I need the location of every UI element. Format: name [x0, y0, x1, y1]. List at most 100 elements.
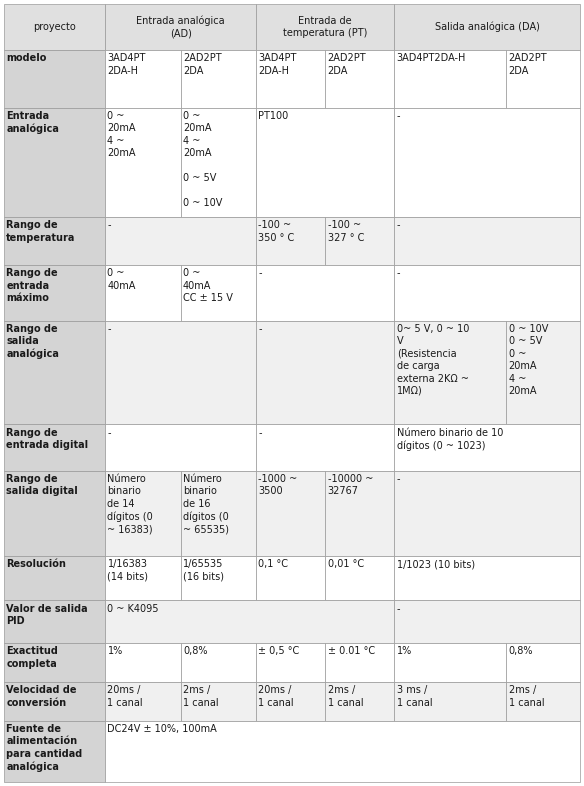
Bar: [105, 108, 180, 217]
Text: 3AD4PT
2DA-H: 3AD4PT 2DA-H: [107, 53, 146, 76]
Bar: [506, 321, 580, 424]
Bar: [105, 643, 180, 682]
Text: 0,8%: 0,8%: [183, 646, 207, 656]
Bar: [105, 682, 180, 721]
Text: 0 ~
40mA
CC ± 15 V: 0 ~ 40mA CC ± 15 V: [183, 268, 233, 303]
Bar: [4, 424, 105, 471]
Bar: [394, 643, 506, 682]
Text: 20ms /
1 canal: 20ms / 1 canal: [107, 685, 143, 707]
Text: -100 ~
327 ° C: -100 ~ 327 ° C: [328, 220, 364, 243]
Text: -100 ~
350 ° C: -100 ~ 350 ° C: [259, 220, 295, 243]
Text: 0,01 °C: 0,01 °C: [328, 559, 364, 569]
Text: 2AD2PT
2DA: 2AD2PT 2DA: [183, 53, 221, 76]
Text: 1/16383
(14 bits): 1/16383 (14 bits): [107, 559, 148, 582]
Text: 0 ~ 10V
0 ~ 5V
0 ~
20mA
4 ~
20mA: 0 ~ 10V 0 ~ 5V 0 ~ 20mA 4 ~ 20mA: [509, 324, 548, 396]
Bar: [105, 4, 256, 50]
Text: DC24V ± 10%, 100mA: DC24V ± 10%, 100mA: [107, 724, 217, 734]
Bar: [256, 321, 394, 424]
Text: -10000 ~
32767: -10000 ~ 32767: [328, 474, 373, 496]
Bar: [105, 50, 180, 108]
Bar: [506, 50, 580, 108]
Bar: [256, 556, 325, 601]
Bar: [394, 601, 580, 643]
Bar: [394, 424, 580, 471]
Bar: [180, 108, 256, 217]
Text: -: -: [259, 268, 262, 278]
Bar: [105, 265, 180, 321]
Bar: [180, 265, 256, 321]
Bar: [180, 50, 256, 108]
Text: 0 ~
20mA
4 ~
20mA: 0 ~ 20mA 4 ~ 20mA: [107, 111, 136, 158]
Bar: [256, 50, 325, 108]
Text: -: -: [107, 220, 111, 230]
Text: Resolución: Resolución: [6, 559, 66, 569]
Bar: [394, 471, 580, 556]
Bar: [4, 601, 105, 643]
Bar: [325, 556, 394, 601]
Bar: [4, 643, 105, 682]
Text: 0,8%: 0,8%: [509, 646, 533, 656]
Text: Rango de
salida digital: Rango de salida digital: [6, 474, 78, 496]
Text: 0 ~ K4095: 0 ~ K4095: [107, 604, 159, 614]
Text: ± 0.01 °C: ± 0.01 °C: [328, 646, 375, 656]
Text: 1/1023 (10 bits): 1/1023 (10 bits): [397, 559, 475, 569]
Text: -: -: [397, 111, 400, 121]
Text: 0 ~
40mA: 0 ~ 40mA: [107, 268, 136, 291]
Bar: [394, 556, 580, 601]
Bar: [394, 265, 580, 321]
Bar: [394, 217, 580, 265]
Bar: [4, 471, 105, 556]
Bar: [256, 108, 394, 217]
Bar: [256, 682, 325, 721]
Text: 1%: 1%: [107, 646, 123, 656]
Bar: [4, 50, 105, 108]
Bar: [4, 321, 105, 424]
Bar: [180, 682, 256, 721]
Text: -: -: [397, 268, 400, 278]
Text: -: -: [397, 474, 400, 484]
Text: 2AD2PT
2DA: 2AD2PT 2DA: [509, 53, 547, 76]
Bar: [4, 265, 105, 321]
Bar: [105, 217, 256, 265]
Text: Rango de
temperatura: Rango de temperatura: [6, 220, 76, 243]
Text: 2ms /
1 canal: 2ms / 1 canal: [509, 685, 544, 707]
Bar: [105, 721, 580, 782]
Bar: [105, 601, 394, 643]
Bar: [4, 108, 105, 217]
Bar: [325, 682, 394, 721]
Bar: [394, 321, 506, 424]
Bar: [4, 721, 105, 782]
Text: Entrada de
temperatura (PT): Entrada de temperatura (PT): [283, 16, 367, 39]
Bar: [105, 321, 256, 424]
Text: Rango de
entrada
máximo: Rango de entrada máximo: [6, 268, 58, 303]
Text: 2ms /
1 canal: 2ms / 1 canal: [328, 685, 363, 707]
Bar: [105, 556, 180, 601]
Bar: [4, 217, 105, 265]
Bar: [105, 471, 180, 556]
Text: -: -: [259, 324, 262, 334]
Bar: [256, 643, 325, 682]
Text: 0~ 5 V, 0 ~ 10
V
(Resistencia
de carga
externa 2KΩ ~
1MΩ): 0~ 5 V, 0 ~ 10 V (Resistencia de carga e…: [397, 324, 469, 396]
Text: Entrada analógica
(AD): Entrada analógica (AD): [136, 16, 225, 39]
Text: -1000 ~
3500: -1000 ~ 3500: [259, 474, 298, 496]
Bar: [180, 643, 256, 682]
Bar: [105, 424, 256, 471]
Bar: [4, 4, 105, 50]
Bar: [4, 556, 105, 601]
Bar: [325, 217, 394, 265]
Text: PT100: PT100: [259, 111, 288, 121]
Bar: [394, 4, 580, 50]
Text: Rango de
salida
analógica: Rango de salida analógica: [6, 324, 59, 359]
Text: -: -: [397, 220, 400, 230]
Text: Valor de salida
PID: Valor de salida PID: [6, 604, 88, 626]
Text: 3 ms /
1 canal: 3 ms / 1 canal: [397, 685, 432, 707]
Text: ± 0,5 °C: ± 0,5 °C: [259, 646, 300, 656]
Bar: [394, 682, 506, 721]
Bar: [506, 643, 580, 682]
Text: 0 ~
20mA
4 ~
20mA

0 ~ 5V

0 ~ 10V: 0 ~ 20mA 4 ~ 20mA 0 ~ 5V 0 ~ 10V: [183, 111, 223, 208]
Bar: [325, 643, 394, 682]
Bar: [256, 265, 394, 321]
Bar: [506, 682, 580, 721]
Text: Entrada
analógica: Entrada analógica: [6, 111, 59, 134]
Bar: [394, 50, 506, 108]
